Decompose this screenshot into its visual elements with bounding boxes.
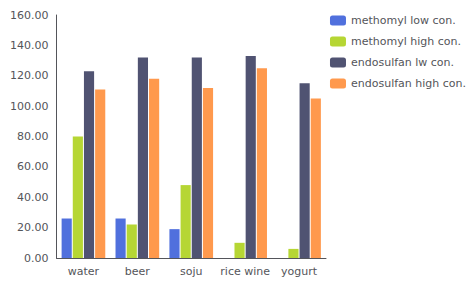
svg-text:yogurt: yogurt xyxy=(281,265,318,278)
svg-text:methomyl low con.: methomyl low con. xyxy=(351,14,456,27)
svg-text:endosulfan lw con.: endosulfan lw con. xyxy=(351,56,454,69)
svg-text:endosulfan high con.: endosulfan high con. xyxy=(351,77,466,90)
svg-text:100.00: 100.00 xyxy=(10,100,49,113)
svg-text:60.00: 60.00 xyxy=(17,160,49,173)
svg-text:soju: soju xyxy=(180,265,203,278)
svg-text:water: water xyxy=(68,265,100,278)
svg-text:0.00: 0.00 xyxy=(24,252,49,265)
svg-text:120.00: 120.00 xyxy=(10,69,49,82)
svg-text:140.00: 140.00 xyxy=(10,39,49,52)
svg-text:160.00: 160.00 xyxy=(10,9,49,22)
svg-text:20.00: 20.00 xyxy=(17,221,49,234)
svg-text:methomyl high con.: methomyl high con. xyxy=(351,35,461,48)
svg-text:40.00: 40.00 xyxy=(17,191,49,204)
svg-text:beer: beer xyxy=(125,265,151,278)
svg-text:80.00: 80.00 xyxy=(17,130,49,143)
svg-text:rice wine: rice wine xyxy=(220,265,270,278)
